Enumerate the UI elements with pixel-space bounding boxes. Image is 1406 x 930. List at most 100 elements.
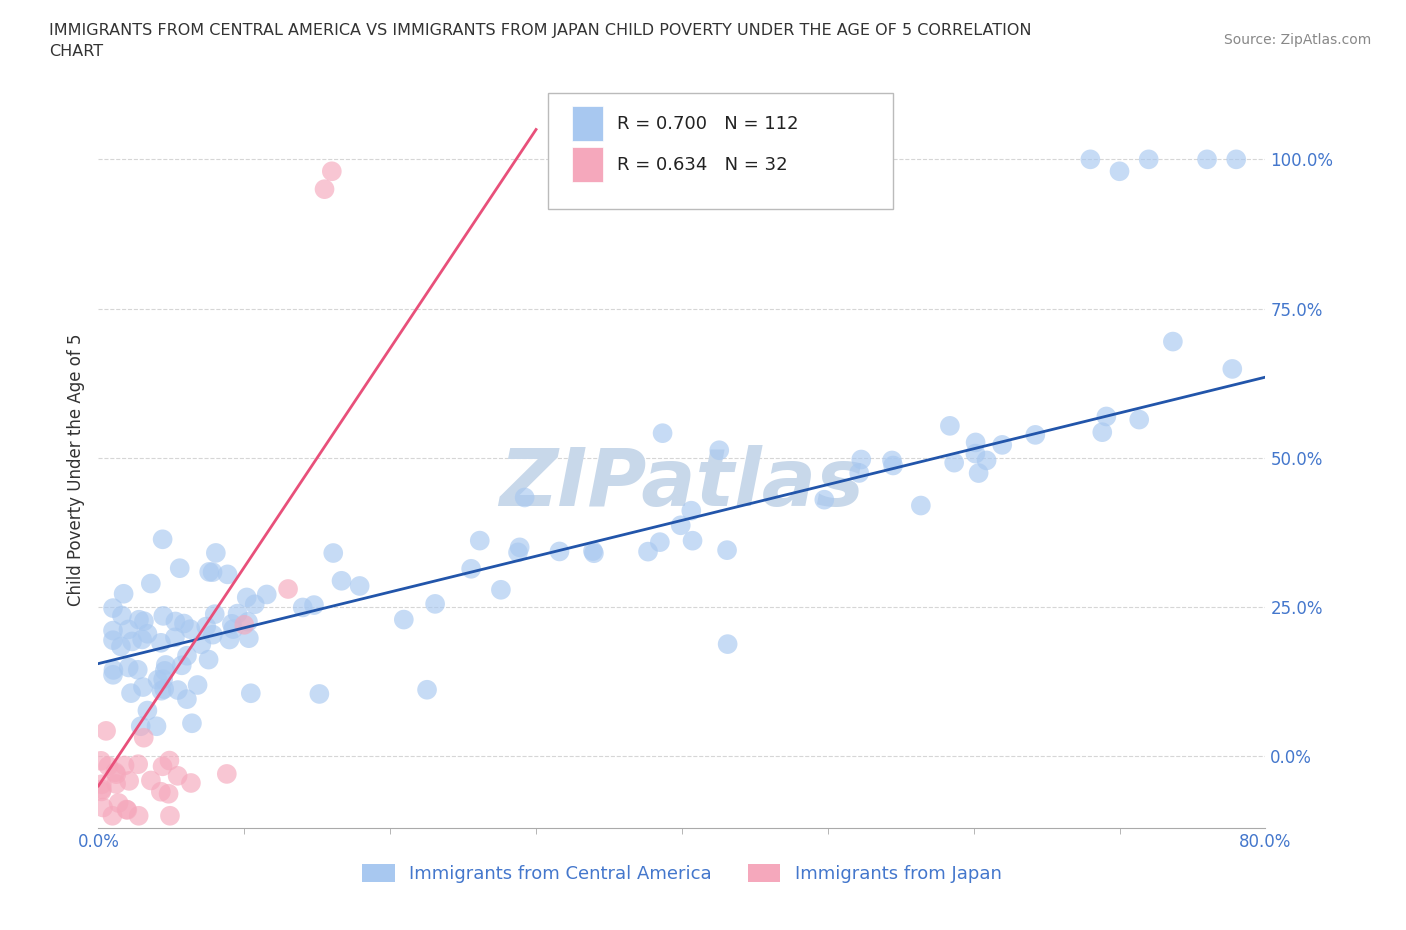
- Point: [112, 586, 135, 601]
- Point: [1080, 152, 1102, 166]
- Point: [159, 808, 181, 823]
- Point: [965, 435, 987, 450]
- Point: [967, 466, 990, 481]
- Point: [582, 546, 605, 561]
- Point: [682, 533, 704, 548]
- Point: [1220, 362, 1243, 377]
- Point: [489, 582, 512, 597]
- Point: [136, 626, 159, 641]
- Point: [322, 546, 344, 561]
- Point: [187, 678, 209, 693]
- Point: [651, 426, 673, 441]
- Point: [243, 597, 266, 612]
- Point: [939, 418, 962, 433]
- Point: [101, 632, 124, 647]
- Point: [163, 630, 186, 644]
- Point: [166, 768, 188, 783]
- Point: [132, 730, 155, 745]
- Point: [291, 600, 314, 615]
- Point: [152, 608, 174, 623]
- Point: [94, 724, 117, 738]
- Point: [129, 719, 152, 734]
- Point: [1108, 164, 1130, 179]
- Point: [118, 774, 141, 789]
- Point: [848, 466, 870, 481]
- Point: [150, 684, 173, 698]
- Point: [105, 777, 128, 791]
- Point: [910, 498, 932, 513]
- Point: [149, 635, 172, 650]
- Point: [1095, 409, 1118, 424]
- Point: [159, 753, 181, 768]
- Point: [90, 753, 112, 768]
- Point: [669, 518, 692, 533]
- Point: [238, 631, 260, 645]
- Point: [153, 663, 176, 678]
- Point: [813, 492, 835, 507]
- Point: [548, 544, 571, 559]
- Point: [236, 615, 259, 630]
- Point: [197, 652, 219, 667]
- Point: [851, 452, 873, 467]
- Point: [90, 784, 112, 799]
- Point: [965, 446, 987, 461]
- Point: [308, 686, 330, 701]
- Text: ZIPatlas: ZIPatlas: [499, 445, 865, 523]
- Point: [165, 614, 187, 629]
- Point: [169, 561, 191, 576]
- Point: [880, 453, 903, 468]
- Point: [101, 601, 124, 616]
- Point: [221, 617, 243, 631]
- Point: [506, 545, 529, 560]
- Text: IMMIGRANTS FROM CENTRAL AMERICA VS IMMIGRANTS FROM JAPAN CHILD POVERTY UNDER THE: IMMIGRANTS FROM CENTRAL AMERICA VS IMMIG…: [49, 23, 1032, 38]
- Point: [509, 540, 531, 555]
- Legend: Immigrants from Central America, Immigrants from Japan: Immigrants from Central America, Immigra…: [354, 857, 1010, 890]
- Point: [118, 660, 141, 675]
- Point: [226, 606, 249, 621]
- Point: [256, 587, 278, 602]
- Point: [132, 680, 155, 695]
- Text: R = 0.700   N = 112: R = 0.700 N = 112: [617, 114, 799, 133]
- Point: [190, 637, 212, 652]
- Point: [136, 703, 159, 718]
- Point: [717, 637, 740, 652]
- Point: [117, 622, 139, 637]
- Point: [976, 453, 998, 468]
- Point: [709, 443, 731, 458]
- Point: [139, 576, 162, 591]
- Point: [416, 683, 439, 698]
- Point: [349, 578, 371, 593]
- Point: [120, 685, 142, 700]
- Point: [166, 683, 188, 698]
- Point: [91, 800, 114, 815]
- Point: [111, 608, 134, 623]
- Point: [91, 782, 114, 797]
- Point: [128, 612, 150, 627]
- Point: [1091, 425, 1114, 440]
- Point: [218, 632, 240, 647]
- Point: [121, 634, 143, 649]
- Point: [145, 719, 167, 734]
- Point: [104, 764, 127, 779]
- Point: [716, 543, 738, 558]
- Point: [302, 598, 325, 613]
- Point: [468, 533, 491, 548]
- Point: [201, 627, 224, 642]
- Point: [991, 437, 1014, 452]
- Point: [201, 565, 224, 579]
- Point: [277, 581, 299, 596]
- Point: [176, 692, 198, 707]
- Point: [149, 784, 172, 799]
- Point: [222, 621, 245, 636]
- Point: [179, 622, 201, 637]
- Point: [423, 596, 446, 611]
- Point: [132, 614, 155, 629]
- Text: R = 0.634   N = 32: R = 0.634 N = 32: [617, 155, 787, 174]
- Point: [1161, 334, 1184, 349]
- Point: [460, 562, 482, 577]
- Point: [233, 618, 256, 632]
- Point: [314, 181, 336, 196]
- Point: [115, 802, 138, 817]
- Point: [152, 671, 174, 686]
- Point: [101, 808, 124, 823]
